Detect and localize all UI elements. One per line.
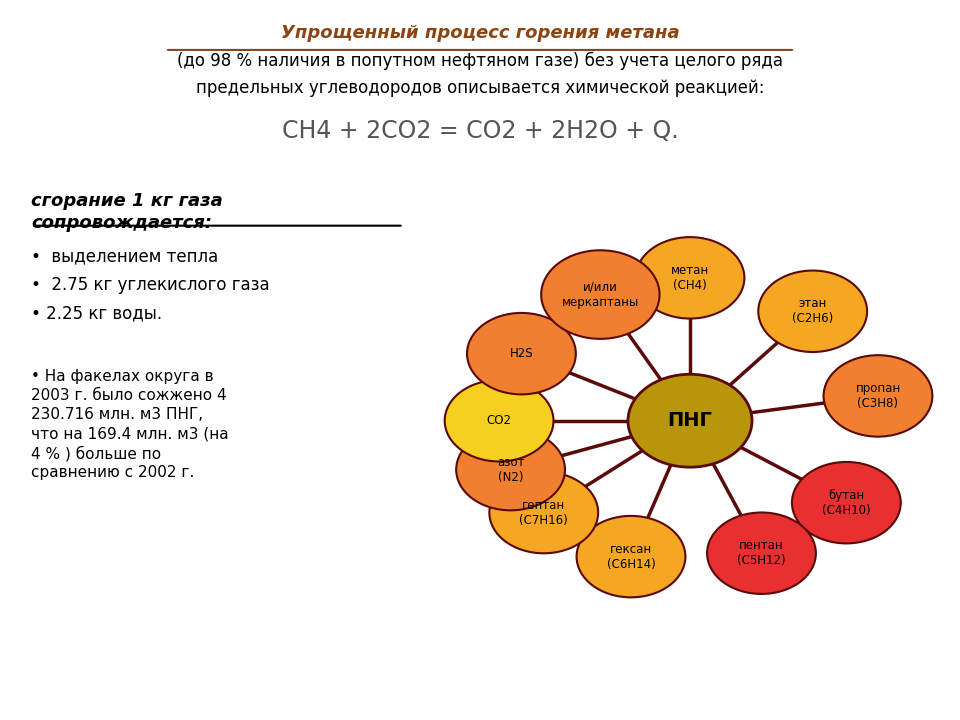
Text: ПНГ: ПНГ: [667, 411, 712, 431]
Ellipse shape: [577, 516, 685, 598]
Text: CH4 + 2CO2 = CO2 + 2H2O + Q.: CH4 + 2CO2 = CO2 + 2H2O + Q.: [281, 119, 679, 143]
Text: •  выделением тепла: • выделением тепла: [32, 247, 219, 265]
Text: метан
(CH4): метан (CH4): [671, 264, 709, 292]
Text: • На факелах округа в
2003 г. было сожжено 4
230.716 млн. м3 ПНГ,
что на 169.4 м: • На факелах округа в 2003 г. было сожже…: [32, 369, 229, 480]
Text: и/или
меркаптаны: и/или меркаптаны: [562, 281, 639, 309]
Text: пентан
(C5H12): пентан (C5H12): [737, 539, 786, 567]
Text: этан
(C2H6): этан (C2H6): [792, 297, 833, 325]
Ellipse shape: [467, 313, 576, 395]
Text: предельных углеводородов описывается химической реакцией:: предельных углеводородов описывается хим…: [196, 79, 764, 97]
Ellipse shape: [824, 355, 932, 436]
Ellipse shape: [758, 271, 867, 352]
Text: гексан
(C6H14): гексан (C6H14): [607, 543, 656, 571]
Ellipse shape: [490, 472, 598, 553]
Text: азот
(N2): азот (N2): [497, 456, 524, 484]
Ellipse shape: [708, 513, 816, 594]
Text: • 2.25 кг воды.: • 2.25 кг воды.: [32, 305, 162, 323]
Ellipse shape: [456, 429, 565, 510]
Text: пропан
(C3H8): пропан (C3H8): [855, 382, 900, 410]
Ellipse shape: [628, 374, 752, 467]
Text: H2S: H2S: [510, 347, 533, 360]
Text: (до 98 % наличия в попутном нефтяном газе) без учета целого ряда: (до 98 % наличия в попутном нефтяном газ…: [177, 51, 783, 70]
Ellipse shape: [541, 251, 660, 339]
Text: сгорание 1 кг газа
сопровождается:: сгорание 1 кг газа сопровождается:: [32, 192, 223, 233]
Text: Упрощенный процесс горения метана: Упрощенный процесс горения метана: [280, 24, 680, 42]
Text: гептан
(C7H16): гептан (C7H16): [519, 498, 568, 526]
Ellipse shape: [636, 237, 744, 318]
Ellipse shape: [792, 462, 900, 544]
Text: CO2: CO2: [487, 414, 512, 427]
Text: бутан
(C4H10): бутан (C4H10): [822, 489, 871, 517]
Ellipse shape: [444, 380, 554, 462]
Text: •  2.75 кг углекислого газа: • 2.75 кг углекислого газа: [32, 276, 270, 294]
